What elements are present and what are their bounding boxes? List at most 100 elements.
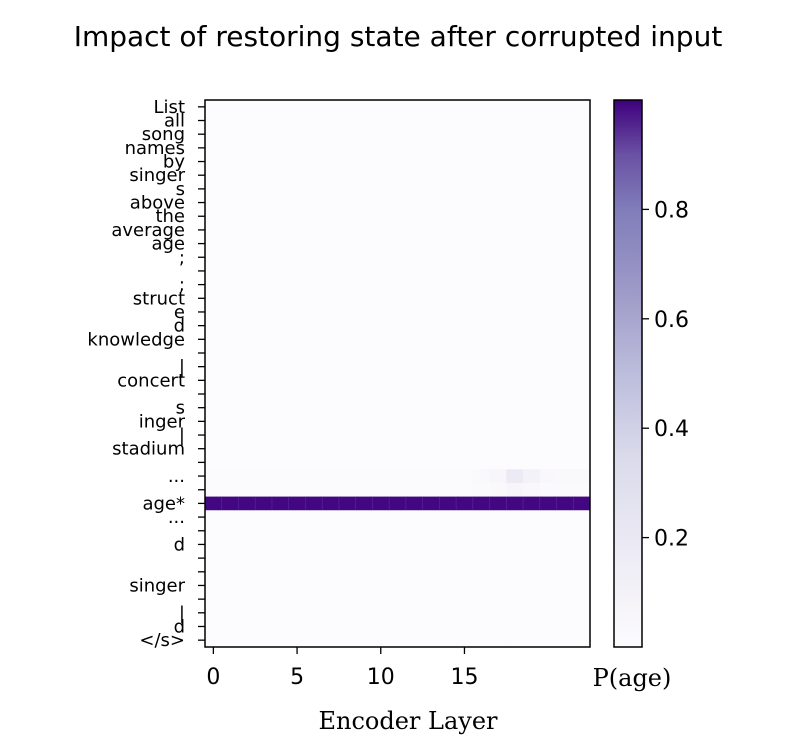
heatmap-cell xyxy=(489,578,507,593)
heatmap-cell xyxy=(288,496,306,511)
heatmap-cell xyxy=(422,346,440,361)
heatmap-cell xyxy=(439,250,457,265)
heatmap-cell xyxy=(205,113,223,128)
heatmap-cell xyxy=(372,414,390,429)
heatmap-cell xyxy=(456,113,474,128)
heatmap-cell xyxy=(338,305,357,320)
heatmap-cell xyxy=(288,141,306,156)
heatmap-cell xyxy=(205,551,223,566)
heatmap-cell xyxy=(405,441,424,456)
heatmap-cell xyxy=(271,141,290,156)
heatmap-cell xyxy=(221,332,239,347)
heatmap-cell xyxy=(271,113,290,128)
heatmap-cell xyxy=(238,100,256,115)
heatmap-cell xyxy=(573,414,591,429)
heatmap-cell xyxy=(405,373,424,388)
y-tick-label: | xyxy=(179,603,185,624)
heatmap-cell xyxy=(372,154,390,169)
heatmap-cell xyxy=(489,537,507,552)
heatmap-cell xyxy=(456,633,474,648)
heatmap-cell xyxy=(422,633,440,648)
heatmap-cell xyxy=(556,318,574,333)
heatmap-cell xyxy=(523,113,541,128)
heatmap-cell xyxy=(539,510,557,525)
y-tick-label: s xyxy=(176,398,185,419)
heatmap-cell xyxy=(506,277,524,292)
heatmap-cell xyxy=(255,469,273,484)
heatmap-cell xyxy=(523,154,541,169)
heatmap-cell xyxy=(573,551,591,566)
heatmap-cell xyxy=(539,291,557,306)
heatmap-cell xyxy=(238,373,256,388)
heatmap-cell xyxy=(489,154,507,169)
heatmap-cell xyxy=(372,195,390,210)
heatmap-cell xyxy=(523,332,541,347)
heatmap-cell xyxy=(472,318,490,333)
heatmap-cell xyxy=(205,387,223,402)
heatmap-cell xyxy=(288,195,306,210)
heatmap-cell xyxy=(556,359,574,374)
heatmap-cell xyxy=(556,400,574,415)
heatmap-cell xyxy=(305,332,323,347)
heatmap-cell xyxy=(573,592,591,607)
heatmap-cell xyxy=(238,250,256,265)
heatmap-cell xyxy=(255,605,273,621)
heatmap-cell xyxy=(288,318,306,333)
heatmap-cell xyxy=(556,441,574,456)
heatmap-cell xyxy=(405,305,424,320)
heatmap-cell xyxy=(506,441,524,456)
heatmap-cell xyxy=(372,455,390,470)
heatmap-cell xyxy=(523,318,541,333)
heatmap-cell xyxy=(238,154,256,169)
heatmap-cell xyxy=(422,496,440,511)
heatmap-cell xyxy=(456,264,474,279)
heatmap-cell xyxy=(456,482,474,497)
heatmap-cell xyxy=(523,482,541,497)
heatmap-cell xyxy=(539,359,557,374)
heatmap-cell xyxy=(506,428,524,443)
heatmap-cell xyxy=(422,250,440,265)
heatmap-cell xyxy=(422,455,440,470)
heatmap-cell xyxy=(539,373,557,388)
heatmap-cell xyxy=(288,168,306,183)
heatmap-cell xyxy=(489,523,507,538)
heatmap-cell xyxy=(389,592,407,607)
heatmap-cell xyxy=(355,578,373,593)
heatmap-cell xyxy=(405,551,424,566)
heatmap-cell xyxy=(271,523,290,538)
heatmap-cell xyxy=(539,223,557,238)
heatmap-cell xyxy=(271,346,290,361)
heatmap-cell xyxy=(539,537,557,552)
heatmap-cell xyxy=(523,633,541,648)
heatmap-cell xyxy=(238,141,256,156)
heatmap-cell xyxy=(556,154,574,169)
heatmap-cell xyxy=(439,359,457,374)
heatmap-cell xyxy=(338,482,357,497)
heatmap-cell xyxy=(372,400,390,415)
heatmap-cell xyxy=(506,113,524,128)
heatmap-cell xyxy=(372,127,390,142)
heatmap-cell xyxy=(238,400,256,415)
heatmap-cell xyxy=(271,387,290,402)
heatmap-cell xyxy=(523,564,541,580)
heatmap-cell xyxy=(422,305,440,320)
heatmap-cell xyxy=(439,564,457,580)
heatmap-cell xyxy=(405,236,424,251)
colorbar-tick-label: 0.4 xyxy=(654,417,689,442)
heatmap-cell xyxy=(271,373,290,388)
heatmap-cell xyxy=(271,619,290,634)
heatmap-cell xyxy=(238,346,256,361)
heatmap-cell xyxy=(305,523,323,538)
heatmap-cell xyxy=(389,496,407,511)
heatmap-cell xyxy=(389,482,407,497)
heatmap-cell xyxy=(439,400,457,415)
heatmap-cell xyxy=(439,141,457,156)
heatmap-cell xyxy=(355,469,373,484)
heatmap-cell xyxy=(405,223,424,238)
heatmap-cell xyxy=(221,551,239,566)
heatmap-cell xyxy=(271,154,290,169)
heatmap-cell xyxy=(355,619,373,634)
y-tick-label: | xyxy=(179,357,185,378)
heatmap-cell xyxy=(372,182,390,197)
heatmap-cell xyxy=(523,428,541,443)
